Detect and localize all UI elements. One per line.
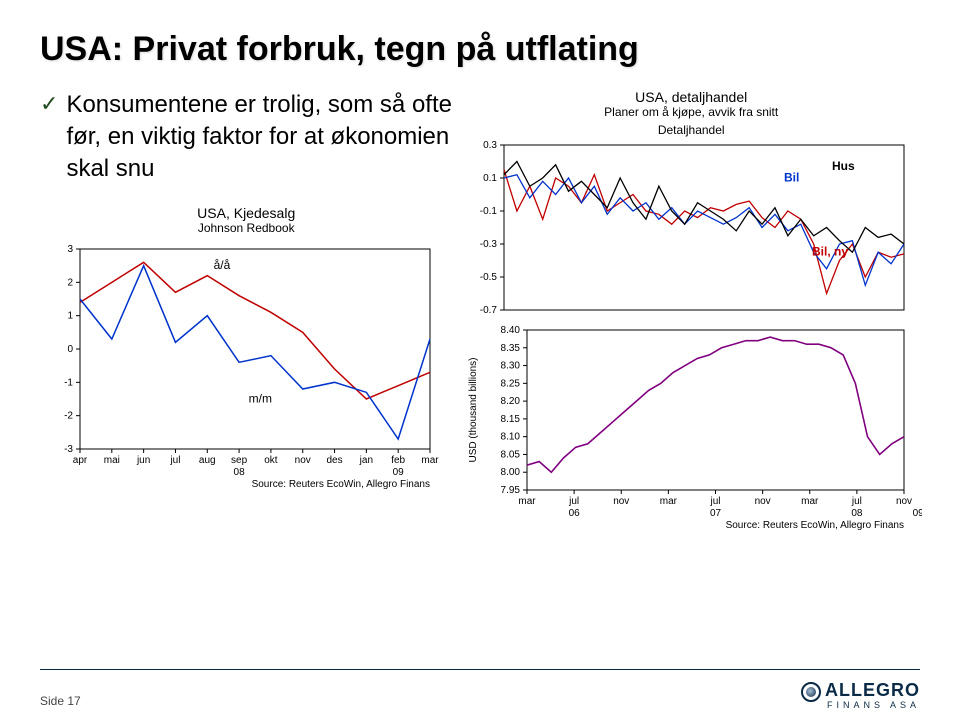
- svg-text:nov: nov: [614, 496, 630, 507]
- logo-icon: [801, 682, 821, 702]
- svg-text:mar: mar: [660, 496, 678, 507]
- svg-text:09: 09: [393, 467, 405, 478]
- svg-text:jan: jan: [359, 455, 373, 466]
- chart-left-title: USA, Kjedesalg: [40, 205, 452, 221]
- bullet-text: Konsumentene er trolig, som så ofte før,…: [66, 89, 452, 185]
- page-number: Side 17: [40, 694, 81, 708]
- svg-text:mai: mai: [104, 455, 120, 466]
- svg-text:07: 07: [710, 508, 722, 519]
- svg-text:Source: Reuters EcoWin, Allegr: Source: Reuters EcoWin, Allegro Finans: [252, 479, 430, 490]
- svg-text:nov: nov: [755, 496, 771, 507]
- svg-text:7.95: 7.95: [501, 485, 521, 496]
- chart-rt-sub2: Detaljhandel: [462, 123, 920, 137]
- svg-text:8.35: 8.35: [501, 343, 521, 354]
- svg-text:feb: feb: [391, 455, 405, 466]
- chart-rt-title: USA, detaljhandel: [462, 89, 920, 105]
- svg-text:-0.1: -0.1: [480, 206, 498, 217]
- divider: [40, 669, 920, 670]
- svg-text:jul: jul: [710, 496, 721, 507]
- svg-text:des: des: [326, 455, 342, 466]
- svg-text:apr: apr: [73, 455, 88, 466]
- chart-right-bottom-usd: 8.40 8.35 8.30 8.25 8.20 8.15 8.10 8.05 8.00 7.95…: [462, 320, 920, 540]
- chart-left-kjedesalg: USA, Kjedesalg Johnson Redbook -3 -2 -1 0 1 2…: [40, 205, 452, 499]
- svg-text:06: 06: [569, 508, 581, 519]
- svg-text:-3: -3: [64, 444, 73, 455]
- svg-text:08: 08: [234, 467, 246, 478]
- chart-rt-sub1: Planer om å kjøpe, avvik fra snitt: [462, 105, 920, 119]
- svg-text:8.20: 8.20: [501, 396, 521, 407]
- svg-text:okt: okt: [264, 455, 278, 466]
- svg-text:-0.3: -0.3: [480, 239, 498, 250]
- svg-text:Bil, ny: Bil, ny: [812, 245, 848, 259]
- svg-text:-0.5: -0.5: [480, 272, 498, 283]
- svg-text:8.10: 8.10: [501, 432, 521, 443]
- logo: ALLEGRO FINANS ASA: [801, 680, 920, 710]
- svg-text:8.40: 8.40: [501, 325, 521, 336]
- chart-right-top-detaljhandel: USA, detaljhandel Planer om å kjøpe, avv…: [462, 89, 920, 320]
- svg-text:nov: nov: [896, 496, 912, 507]
- page-title: USA: Privat forbruk, tegn på utflating: [40, 30, 920, 69]
- svg-text:jun: jun: [136, 455, 150, 466]
- svg-text:sep: sep: [231, 455, 248, 466]
- svg-text:8.05: 8.05: [501, 449, 521, 460]
- svg-text:8.25: 8.25: [501, 378, 521, 389]
- svg-text:-0.7: -0.7: [480, 305, 498, 316]
- svg-text:mar: mar: [519, 496, 537, 507]
- svg-text:-2: -2: [64, 411, 73, 422]
- svg-text:aug: aug: [199, 455, 216, 466]
- svg-text:m/m: m/m: [249, 391, 272, 405]
- svg-text:Source: Reuters EcoWin, Allegr: Source: Reuters EcoWin, Allegro Finans: [726, 520, 904, 531]
- svg-text:1: 1: [67, 311, 73, 322]
- svg-text:0.3: 0.3: [484, 141, 498, 151]
- svg-text:mar: mar: [421, 455, 439, 466]
- svg-text:jul: jul: [851, 496, 862, 507]
- check-icon: ✓: [40, 89, 58, 185]
- svg-text:8.15: 8.15: [501, 414, 521, 425]
- logo-main: ALLEGRO: [825, 680, 920, 700]
- svg-text:09: 09: [913, 508, 922, 519]
- svg-text:jul: jul: [169, 455, 180, 466]
- chart-left-subtitle: Johnson Redbook: [40, 221, 452, 235]
- svg-text:3: 3: [67, 244, 73, 255]
- svg-text:8.00: 8.00: [501, 467, 521, 478]
- svg-text:08: 08: [852, 508, 864, 519]
- svg-text:Hus: Hus: [832, 159, 855, 173]
- svg-text:2: 2: [67, 277, 73, 288]
- bullet: ✓ Konsumentene er trolig, som så ofte fø…: [40, 89, 452, 185]
- svg-text:0.1: 0.1: [484, 173, 498, 184]
- svg-text:-1: -1: [64, 377, 73, 388]
- svg-text:jul: jul: [569, 496, 580, 507]
- svg-text:USD (thousand billions): USD (thousand billions): [468, 357, 479, 462]
- svg-text:8.30: 8.30: [501, 361, 521, 372]
- svg-text:Bil: Bil: [784, 170, 799, 184]
- svg-text:nov: nov: [295, 455, 311, 466]
- svg-text:0: 0: [67, 344, 73, 355]
- svg-text:å/å: å/å: [214, 258, 231, 272]
- svg-text:mar: mar: [802, 496, 820, 507]
